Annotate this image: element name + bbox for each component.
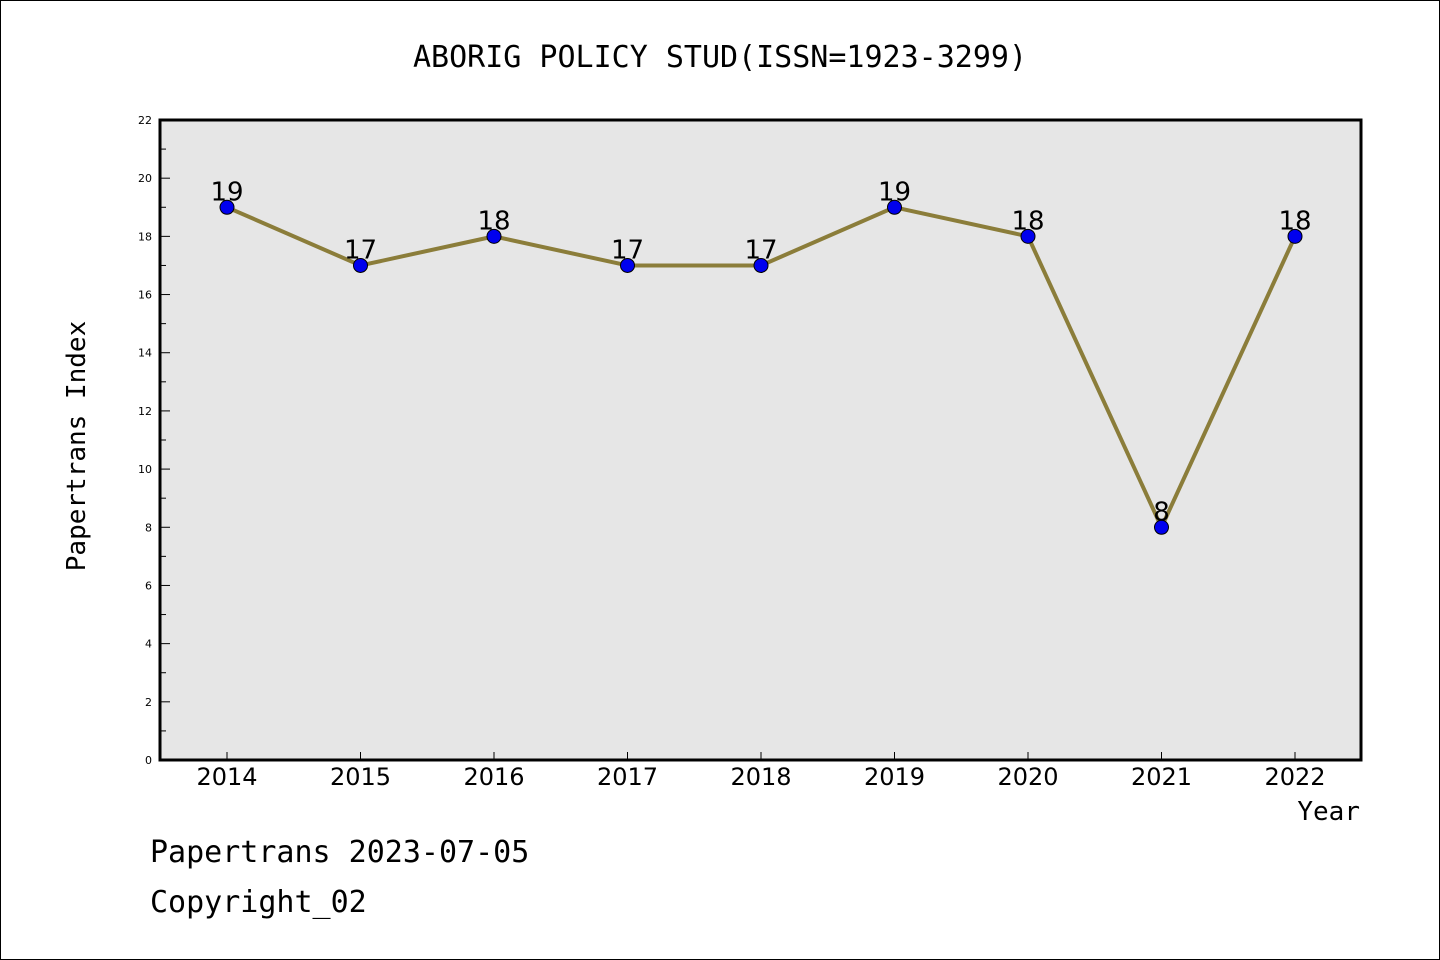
data-label: 17 bbox=[744, 235, 777, 265]
x-tick-label: 2022 bbox=[1264, 763, 1325, 791]
data-label: 18 bbox=[1011, 206, 1044, 236]
x-tick-label: 2018 bbox=[730, 763, 791, 791]
data-label: 17 bbox=[344, 235, 377, 265]
data-label: 18 bbox=[477, 206, 510, 236]
x-tick-label: 2015 bbox=[330, 763, 391, 791]
data-label: 8 bbox=[1153, 497, 1170, 527]
footer-copyright: Copyright_02 bbox=[150, 885, 367, 920]
data-label: 19 bbox=[210, 177, 243, 207]
x-axis-ticks: 2014 2015 2016 2017 2018 2019 2020 2021 2022 bbox=[196, 752, 1326, 791]
y-tick-label: 4 bbox=[145, 638, 152, 651]
y-tick-label: 2 bbox=[145, 696, 152, 709]
data-label: 18 bbox=[1278, 206, 1311, 236]
x-axis-label: Year bbox=[1297, 797, 1360, 827]
data-label-group: 19 17 18 17 17 19 18 8 18 bbox=[210, 177, 1311, 527]
data-point bbox=[1287, 228, 1303, 244]
y-tick-label: 22 bbox=[138, 114, 152, 127]
y-tick-label: 12 bbox=[138, 405, 152, 418]
data-point-group bbox=[219, 199, 1303, 535]
x-tick-label: 2021 bbox=[1131, 763, 1192, 791]
data-point bbox=[353, 257, 368, 273]
y-tick-label: 6 bbox=[145, 579, 152, 592]
data-point bbox=[753, 257, 769, 273]
footer-date: Papertrans 2023-07-05 bbox=[150, 835, 530, 870]
y-tick-label: 14 bbox=[138, 347, 152, 360]
x-tick-label: 2017 bbox=[597, 763, 658, 791]
y-tick-label: 16 bbox=[138, 289, 152, 302]
y-axis-label: Papertrans Index bbox=[62, 321, 92, 571]
data-point bbox=[620, 257, 635, 273]
y-tick-label: 18 bbox=[138, 230, 152, 243]
y-tick-label: 8 bbox=[145, 521, 152, 534]
data-point bbox=[219, 199, 235, 215]
data-label: 17 bbox=[611, 235, 644, 265]
data-point bbox=[1020, 228, 1036, 244]
x-tick-label: 2019 bbox=[864, 763, 925, 791]
y-axis-ticks: 0 2 4 6 8 10 12 14 16 18 20 22 bbox=[138, 114, 170, 767]
y-tick-label: 20 bbox=[138, 172, 152, 185]
chart-title: ABORIG POLICY STUD(ISSN=1923-3299) bbox=[413, 40, 1027, 75]
data-label: 19 bbox=[878, 177, 911, 207]
x-tick-label: 2020 bbox=[997, 763, 1058, 791]
data-point bbox=[486, 228, 502, 244]
data-point bbox=[1154, 519, 1169, 535]
data-point bbox=[887, 199, 902, 215]
x-tick-label: 2016 bbox=[463, 763, 524, 791]
y-tick-label: 10 bbox=[138, 463, 152, 476]
plot-area bbox=[158, 118, 1363, 762]
y-tick-label: 0 bbox=[145, 754, 152, 767]
x-tick-label: 2014 bbox=[196, 763, 257, 791]
